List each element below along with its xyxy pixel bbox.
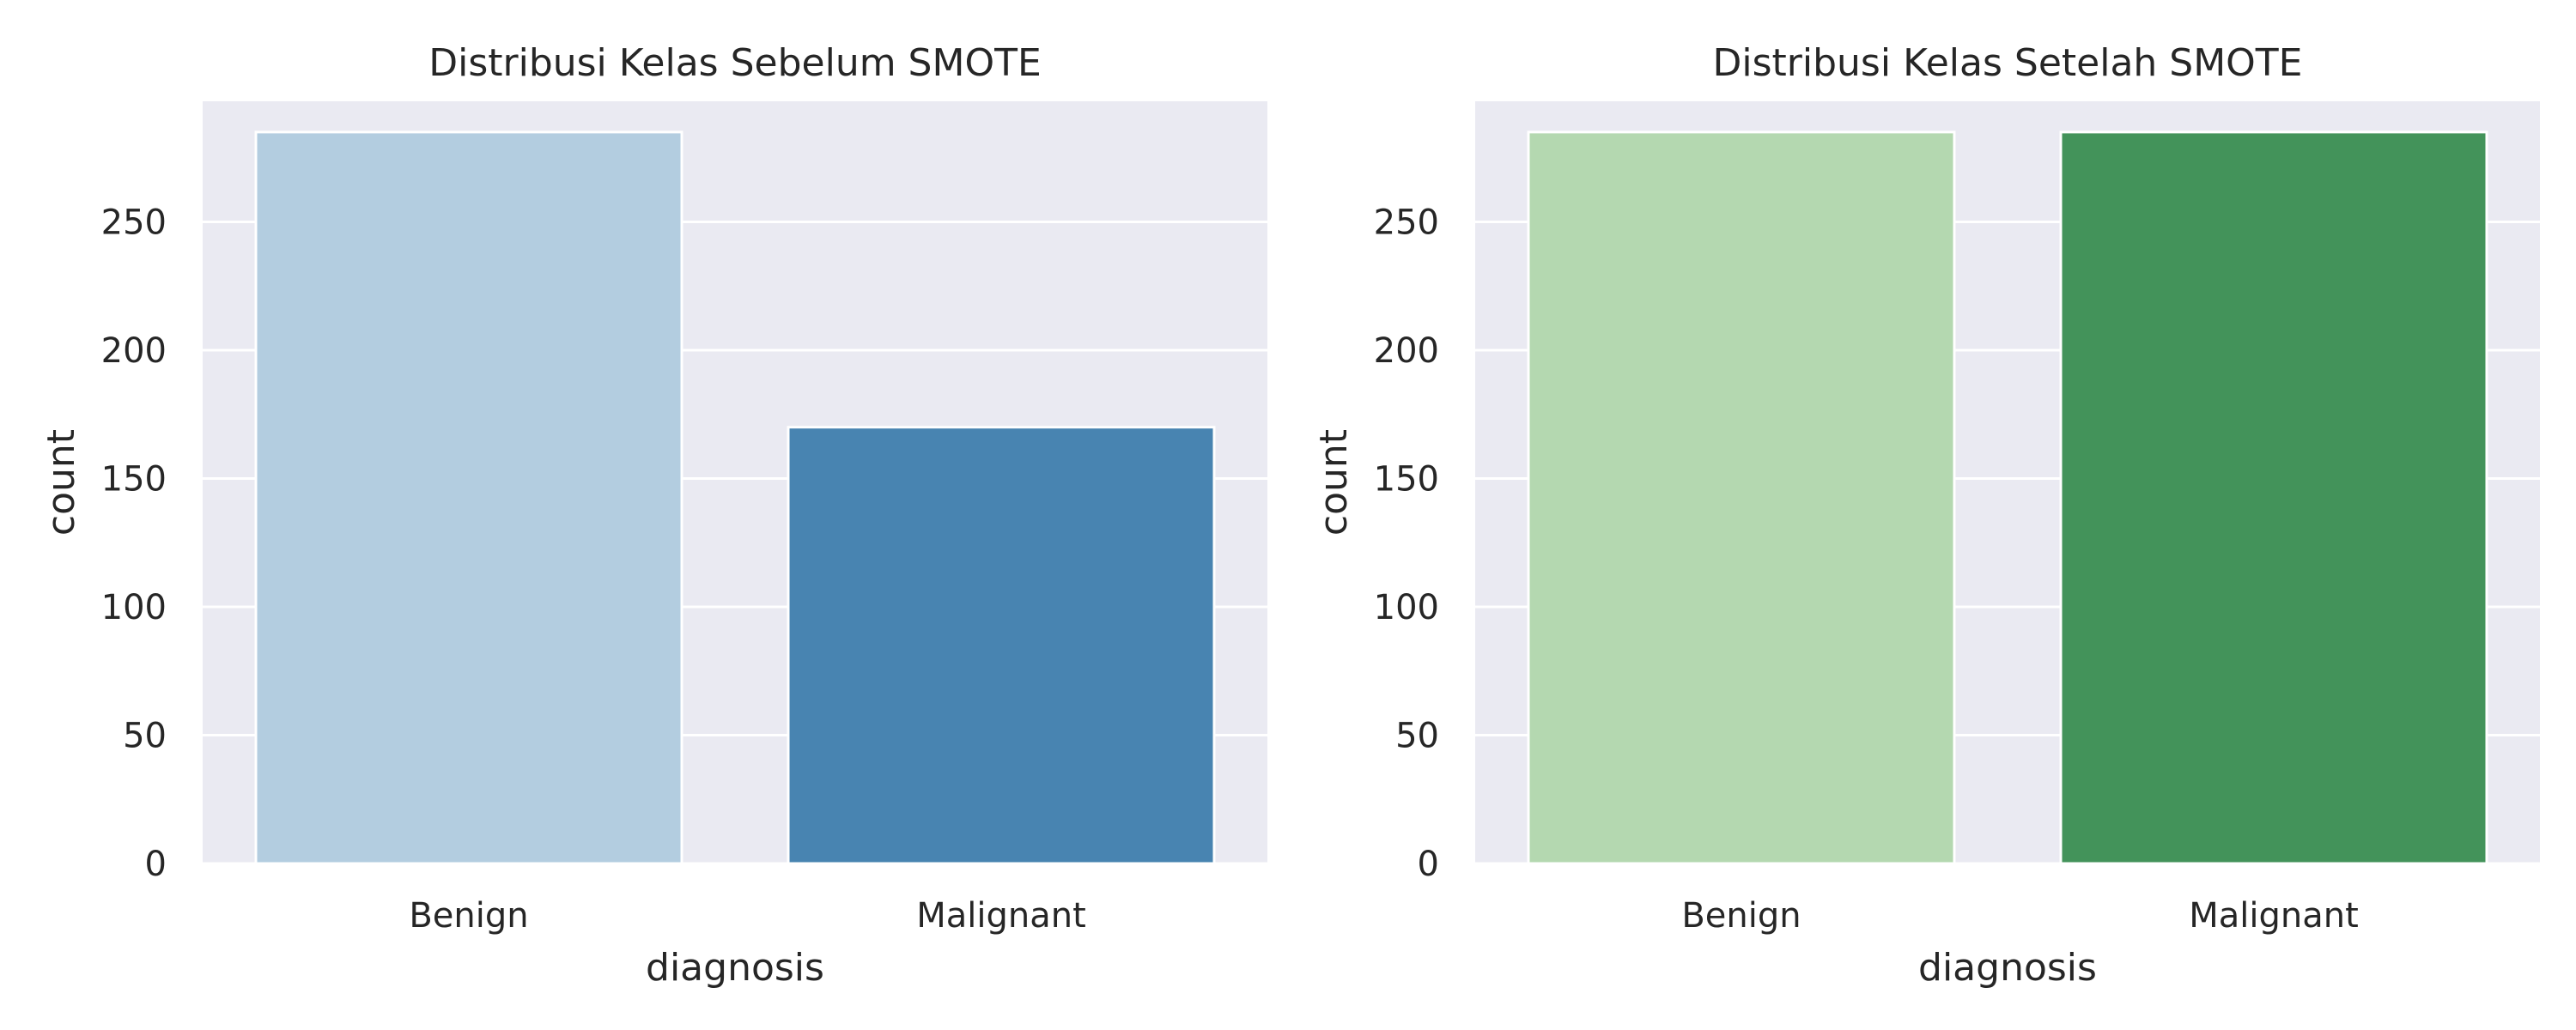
x-tick-label: Malignant (916, 896, 1086, 936)
y-tick-label: 250 (101, 203, 167, 243)
x-tick-label: Benign (409, 896, 528, 936)
x-tick-label: Malignant (2189, 896, 2359, 936)
x-axis-label: diagnosis (1918, 946, 2097, 990)
y-tick-label: 200 (1374, 331, 1439, 371)
bar-malignant (787, 426, 1216, 865)
bar-benign (1527, 130, 1956, 865)
x-axis-label: diagnosis (646, 946, 824, 990)
chart-title: Distribusi Kelas Setelah SMOTE (1713, 41, 2303, 85)
y-tick-label: 100 (1374, 588, 1439, 627)
y-tick-label: 0 (1418, 845, 1439, 884)
y-tick-label: 0 (145, 845, 167, 884)
y-tick-label: 50 (1395, 717, 1439, 756)
bar-malignant (2059, 130, 2488, 865)
y-tick-label: 150 (101, 460, 167, 500)
y-axis-label: count (1312, 429, 1356, 536)
y-tick-label: 150 (1374, 460, 1439, 500)
y-tick-label: 200 (101, 331, 167, 371)
bar-benign (254, 130, 683, 865)
x-tick-label: Benign (1681, 896, 1801, 936)
y-tick-label: 250 (1374, 203, 1439, 243)
chart-after-smote: 0 50 100 150 200 250 Benign Malignant Distribusi… (1312, 41, 2540, 990)
y-axis-label: count (39, 429, 83, 536)
y-tick-label: 50 (123, 717, 167, 756)
y-tick-label: 100 (101, 588, 167, 627)
chart-title: Distribusi Kelas Sebelum SMOTE (428, 41, 1042, 85)
chart-before-smote: 0 50 100 150 200 250 Benign Malignant Distribusi… (39, 41, 1267, 990)
